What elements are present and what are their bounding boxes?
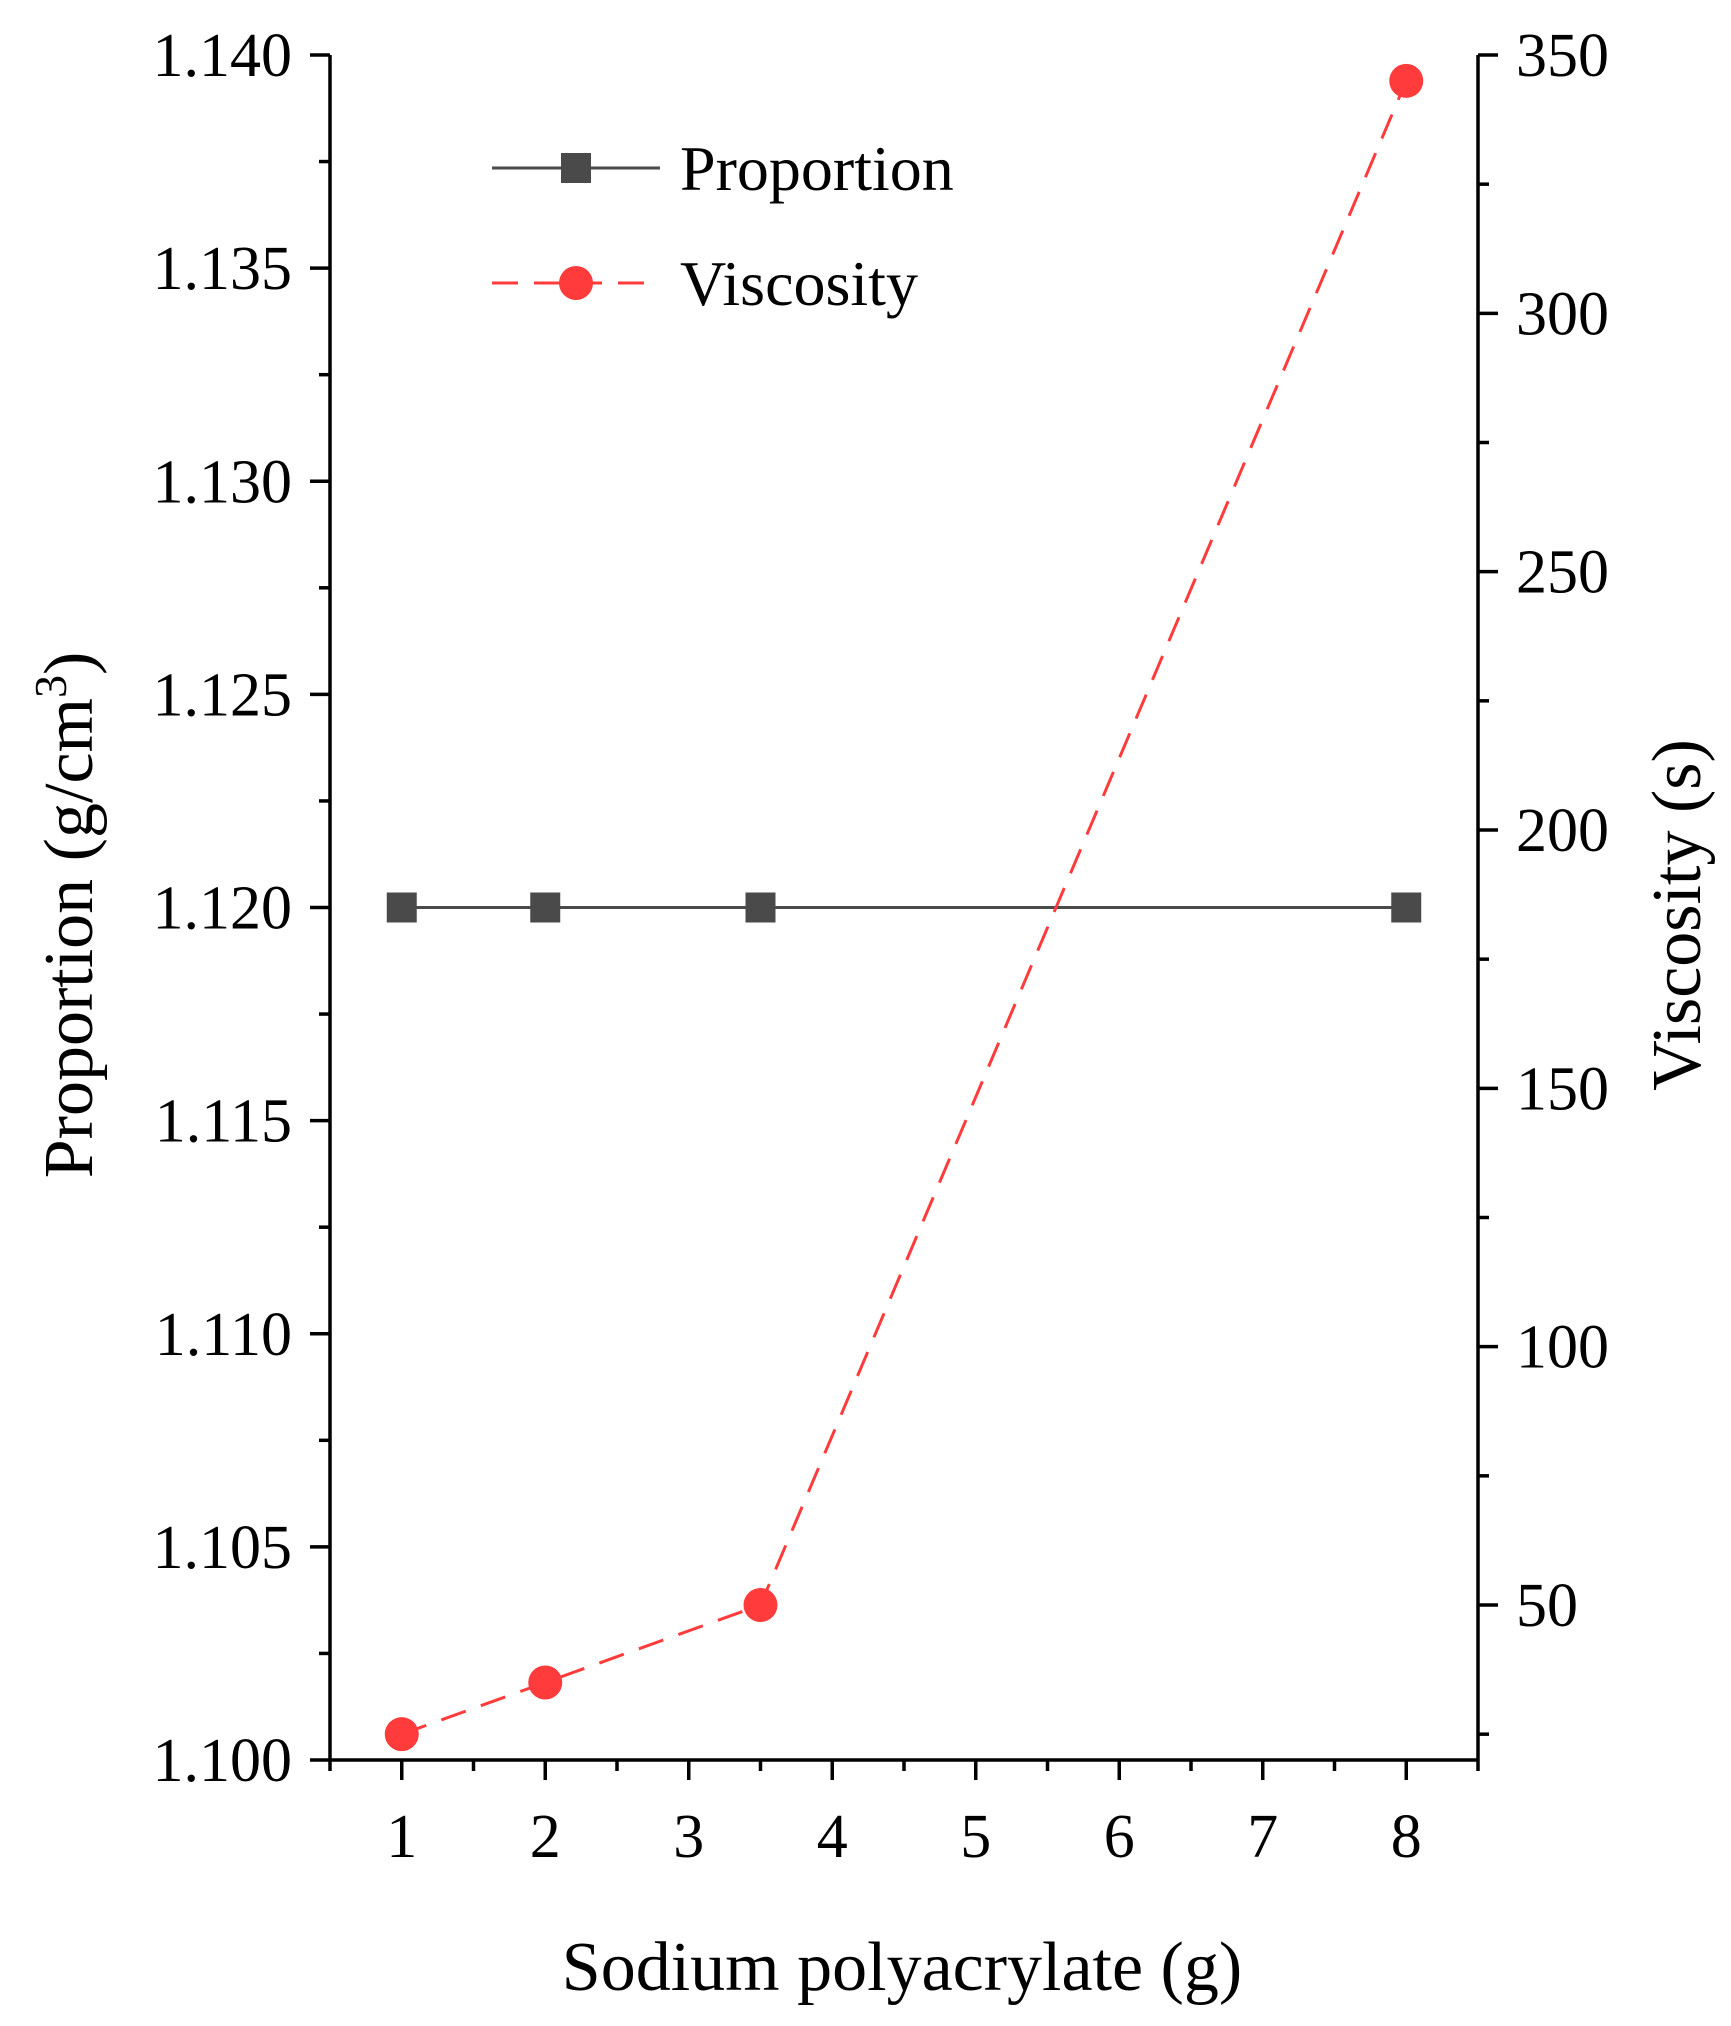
y-right-tick-label-350: 350 — [1516, 22, 1609, 90]
proportion-point-3.5 — [745, 892, 776, 923]
x-tick-label-4: 4 — [817, 1803, 848, 1871]
x-tick-label-5: 5 — [960, 1803, 991, 1871]
y-right-tick-label-200: 200 — [1516, 797, 1609, 865]
y-left-tick-label-1.115: 1.115 — [155, 1088, 292, 1156]
y-left-tick-label-1.105: 1.105 — [153, 1514, 293, 1582]
y-left-tick-label-1.125: 1.125 — [153, 661, 293, 729]
viscosity-point-2 — [528, 1665, 563, 1700]
y-right-tick-label-250: 250 — [1516, 539, 1609, 607]
x-tick-label-6: 6 — [1104, 1803, 1135, 1871]
series-proportion — [386, 892, 1422, 923]
viscosity-line — [401, 80, 1408, 1736]
y-left-axis-title: Proportion (g/cm3) — [25, 652, 108, 1179]
legend: Proportion Viscosity — [492, 133, 954, 319]
axes: 1 2 3 4 5 6 7 8 1.100 1.105 1.110 1.115 1.120 1.125 1.… — [153, 22, 1610, 1871]
viscosity-point-3.5 — [743, 1588, 778, 1622]
series-viscosity — [384, 63, 1424, 1752]
y-left-tick-label-1.140: 1.140 — [153, 22, 293, 90]
x-tick-label-3: 3 — [673, 1803, 704, 1871]
y-right-tick-label-50: 50 — [1516, 1572, 1578, 1640]
legend-item-viscosity: Viscosity — [492, 248, 918, 319]
y-right-tick-label-150: 150 — [1516, 1055, 1609, 1123]
legend-marker-proportion — [561, 153, 591, 183]
series-layer — [384, 63, 1424, 1752]
y-right-tick-label-300: 300 — [1516, 280, 1609, 348]
proportion-point-2 — [530, 892, 561, 923]
legend-label-proportion: Proportion — [680, 133, 954, 204]
y-left-tick-label-1.110: 1.110 — [155, 1301, 292, 1369]
y-left-axis-title-main: Proportion (g/cm — [31, 698, 108, 1178]
x-axis-title: Sodium polyacrylate (g) — [562, 1929, 1242, 2006]
viscosity-point-1 — [384, 1717, 419, 1752]
x-tick-label-7: 7 — [1247, 1803, 1278, 1871]
y-left-axis-title-suffix: ) — [31, 652, 108, 675]
y-left-tick-label-1.120: 1.120 — [153, 875, 293, 943]
legend-label-viscosity: Viscosity — [680, 248, 918, 319]
y-right-tick-label-100: 100 — [1516, 1314, 1609, 1382]
legend-item-proportion: Proportion — [492, 133, 954, 204]
axis-titles: Sodium polyacrylate (g) Proportion (g/cm… — [25, 652, 1716, 2006]
x-tick-label-1: 1 — [386, 1803, 417, 1871]
proportion-point-8 — [1391, 892, 1422, 923]
y-left-tick-label-1.130: 1.130 — [153, 448, 293, 516]
x-tick-label-2: 2 — [530, 1803, 561, 1871]
y-left-tick-label-1.100: 1.100 — [153, 1727, 293, 1795]
y-left-tick-label-1.135: 1.135 — [153, 235, 293, 303]
viscosity-point-8 — [1389, 63, 1424, 98]
legend-marker-viscosity — [559, 266, 593, 300]
y-right-axis-title: Viscosity (s) — [1639, 739, 1716, 1091]
y-left-axis-title-superscript: 3 — [25, 675, 76, 698]
x-tick-label-8: 8 — [1391, 1803, 1422, 1871]
proportion-point-1 — [386, 892, 417, 923]
